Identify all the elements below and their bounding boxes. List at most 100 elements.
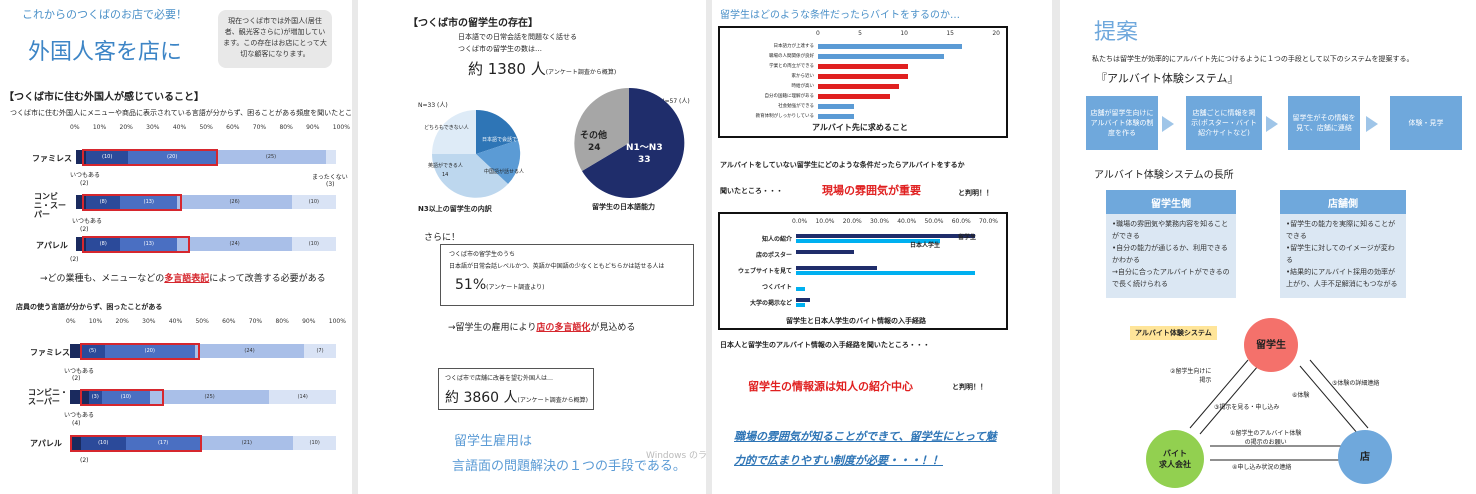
page1-note: 現在つくば市では外国人(居住者、観光客さらに)が増加しています。この存在はお店に… xyxy=(218,10,332,68)
page-4: 提案 私たちは留学生が効率的にアルバイト先につけるように１つの手段として以下のシ… xyxy=(1060,0,1476,494)
bar-label: つくバイト xyxy=(761,284,792,291)
legend-intl: 留学生 xyxy=(958,234,977,241)
page1-question1: つくば市に住む外国人にメニューや商品に表示されている言語が分からず、困ることがあ… xyxy=(10,109,352,117)
page2-bottom2: 言語面の問題解決の１つの手段である。 xyxy=(452,459,686,474)
count-value: 約 1380 人 xyxy=(468,60,546,78)
shop-side-head: 店舗側 xyxy=(1280,190,1406,214)
page3-bottom1: 職場の雰囲気が知ることができて、留学生にとって魅 xyxy=(734,430,997,443)
bar-label: 社会勉強ができる xyxy=(778,104,814,109)
row-category: ファミレス xyxy=(30,348,70,357)
arrow-line xyxy=(1199,365,1259,435)
page1-conclusion: →どの業種も、メニューなどの多言語表記によって改善する必要がある xyxy=(40,271,326,284)
bar xyxy=(818,114,854,119)
page-2: 【つくば市の留学生の存在】 日本語での日常会話を問題なく話せる つくば市の留学生… xyxy=(358,0,706,494)
diagram-label: アルバイト体験システム xyxy=(1130,326,1217,340)
bar xyxy=(796,239,941,243)
bar-label: 職場の人間関係が良好 xyxy=(769,54,814,59)
arrow-line xyxy=(1299,365,1359,435)
tick: 50% xyxy=(195,318,209,325)
bar-segment: (10) xyxy=(86,150,128,164)
tick: 70% xyxy=(252,124,267,131)
bar xyxy=(796,303,805,307)
bar-label: 家から近い xyxy=(791,74,815,79)
pie-right-chart xyxy=(574,88,685,198)
box1-line1: つくば市の留学生のうち xyxy=(449,251,516,258)
bar xyxy=(796,271,975,275)
chart-title: アルバイト先に求めること xyxy=(812,123,908,132)
bar-segment: (8) xyxy=(86,237,121,251)
tick: 30% xyxy=(146,124,160,131)
diagram-arrows xyxy=(1189,359,1369,461)
box-3860: つくば市で店舗に改善を望む外国人は… 約 3860 人(アンケート調査から概算) xyxy=(438,368,594,410)
shop-item: •留学生の能力を実際に知ることができる xyxy=(1286,220,1396,240)
bar-segment xyxy=(70,390,89,404)
bar-segment: (25) xyxy=(216,150,326,164)
seg-value: (3) xyxy=(91,394,99,400)
bar-label: 店のポスター xyxy=(755,252,792,259)
page3-bottom2: 力的で広まりやすい制度が必要・・・！！ xyxy=(734,454,943,467)
page4-system: 『アルバイト体験システム』 xyxy=(1096,72,1239,85)
node-agency: バイト 求人会社 xyxy=(1146,430,1204,488)
seg-value: (26) xyxy=(229,199,240,205)
tick: 40% xyxy=(168,318,183,325)
bar-segment xyxy=(70,344,81,358)
page2-arrow: →留学生の雇用により店の多言語化が見込める xyxy=(448,320,635,333)
row-category: アパレル xyxy=(30,439,62,448)
flow-step-1: 店舗が留学生向けにアルバイト体験の制度を作る xyxy=(1086,96,1158,150)
pct-note: (アンケート調査より) xyxy=(486,284,545,291)
pie-slice-japanese xyxy=(476,110,518,154)
tick: 60.0% xyxy=(951,218,971,225)
page1-question2: 店員の使う言語が分からず、困ったことがある xyxy=(16,303,163,311)
tick: 20% xyxy=(115,318,129,325)
pie-left-chart xyxy=(432,110,521,198)
bar-segment: (5) xyxy=(80,344,105,358)
seg-value: (24) xyxy=(244,348,255,354)
arrow-pre: →留学生の雇用により xyxy=(448,323,537,333)
tick: 30.0% xyxy=(869,218,889,225)
box2-count: 約 3860 人(アンケート調査から概算) xyxy=(445,387,588,407)
student-side-head: 留学生側 xyxy=(1106,190,1236,214)
bar-segment xyxy=(76,150,87,164)
bar-segment: (8) xyxy=(86,195,121,209)
bar xyxy=(796,298,811,302)
bar-label: 学業との両立ができる xyxy=(769,64,814,69)
stacked-bar: (10) (17) (21) (10) xyxy=(70,436,336,450)
bar-segment xyxy=(76,237,87,251)
stacked-bar: (8) (13) (24) (10) xyxy=(76,237,336,251)
bar-segment: (17) xyxy=(125,436,201,450)
conclusion-post: によって改善する必要がある xyxy=(209,274,326,284)
page2-count: 約 1380 人(アンケート調査から概算) xyxy=(468,58,616,79)
value-never: (3) xyxy=(326,181,335,188)
pie-slice-chinese xyxy=(476,140,521,184)
tick: 70.0% xyxy=(978,218,998,225)
edge-request: ①留学生のアルバイト体験 の掲示のお願い xyxy=(1230,430,1302,446)
bar xyxy=(818,94,890,99)
seg-value: (10) xyxy=(308,199,319,205)
seg-value: (21) xyxy=(241,440,252,446)
bar-segment: (25) xyxy=(149,390,270,404)
watermark: Windows のライ xyxy=(646,451,706,461)
row-category: コンビニ・スーパー xyxy=(28,388,68,406)
page2-sarani: さらに！ xyxy=(424,233,461,243)
bar xyxy=(796,287,805,291)
pie-left-title: N3以上の留学生の内訳 xyxy=(418,205,492,213)
value-always: (2) xyxy=(80,457,89,464)
pie-slice-english xyxy=(432,154,508,198)
bar-segment: (20) xyxy=(104,344,195,358)
stacked-bar: (5) (20) (24) (7) xyxy=(70,344,336,358)
chart-axis: 0 5 10 15 20 xyxy=(816,30,1000,37)
tick: 80% xyxy=(275,318,289,325)
row-category: コンビニ・スーパー xyxy=(34,192,66,219)
page-3: 留学生はどのような条件だったらバイトをするのか… 0 5 10 15 20 日本語力が上… xyxy=(712,0,1052,494)
page2-bottom1: 留学生雇用は xyxy=(454,434,533,449)
highlight-box xyxy=(82,236,190,253)
q2-line: 日本人と留学生のアルバイト情報の入手経路を聞いたところ・・・ xyxy=(720,341,930,349)
student-item: →自分に合ったアルバイトができるので長く続けられる xyxy=(1112,268,1230,288)
chart-title: 留学生と日本人学生のバイト情報の入手経路 xyxy=(786,317,926,325)
highlight-box xyxy=(80,343,200,360)
edge-status: ④申し込み状況の連絡 xyxy=(1232,464,1292,471)
label-always: いつもある xyxy=(64,368,95,375)
bar xyxy=(818,54,944,59)
seg-value: (17) xyxy=(157,440,169,446)
tick: 90% xyxy=(302,318,316,325)
